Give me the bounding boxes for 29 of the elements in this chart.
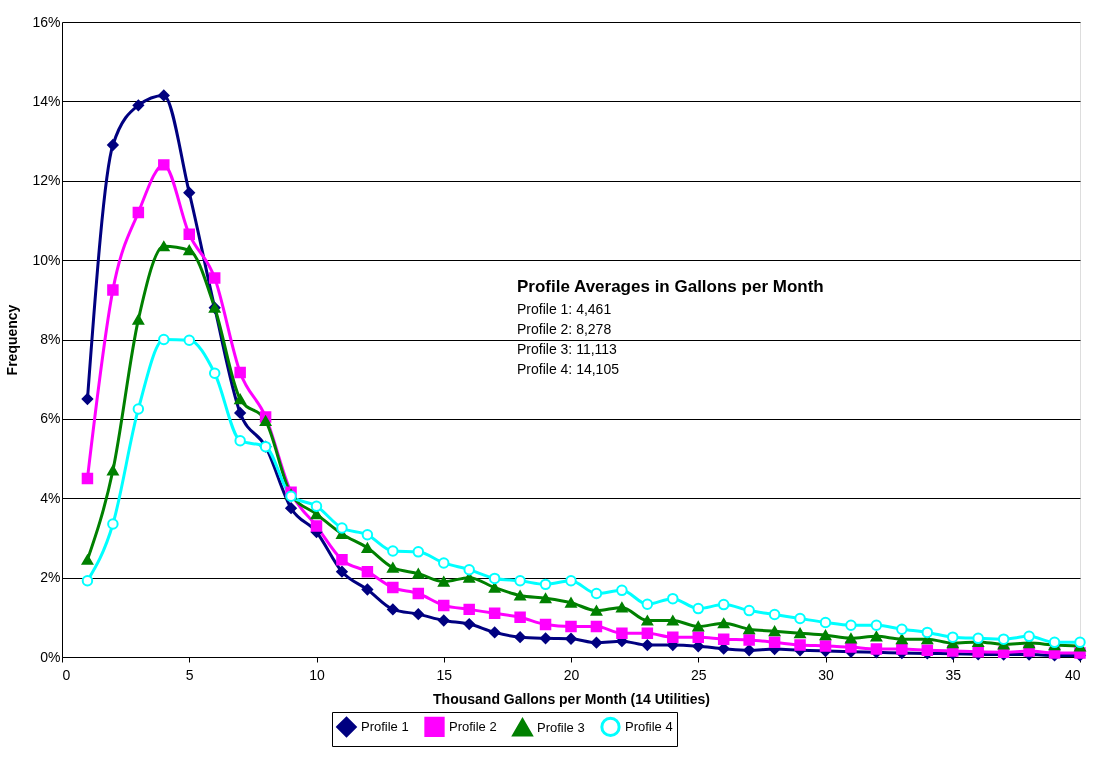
y-tick-label: 16% <box>32 13 61 30</box>
legend-label: Profile 4 <box>625 718 673 734</box>
x-tick-label: 25 <box>690 666 707 683</box>
legend-label: Profile 3 <box>537 719 585 735</box>
annotation: Profile 1: 4,461 <box>517 301 612 317</box>
y-tick-label: 4% <box>40 489 61 506</box>
y-tick-label: 10% <box>32 251 61 268</box>
y-tick-label: 6% <box>40 410 61 427</box>
y-tick-label: 0% <box>40 648 61 665</box>
x-tick-label: 10 <box>309 666 325 683</box>
x-tick-label: 0 <box>62 666 71 683</box>
y-tick-label: 12% <box>32 172 61 189</box>
annotation: Profile 2: 8,278 <box>517 321 612 337</box>
legend-label: Profile 1 <box>361 718 409 734</box>
annotation: Profile Averages in Gallons per Month <box>517 277 824 296</box>
x-tick-label: 35 <box>945 666 962 683</box>
x-tick-label: 40 <box>1064 666 1081 683</box>
y-tick-label: 2% <box>40 569 61 586</box>
y-axis-title: Frequency <box>4 304 21 376</box>
annotation: Profile 3: 11,113 <box>517 341 618 357</box>
y-tick-label: 8% <box>40 331 61 347</box>
x-tick-label: 5 <box>185 666 194 683</box>
legend-label: Profile 2 <box>449 718 497 734</box>
x-tick-label: 20 <box>563 666 580 683</box>
y-tick-label: 14% <box>32 92 61 109</box>
x-tick-label: 30 <box>818 666 834 683</box>
x-tick-label: 15 <box>436 666 453 683</box>
annotation: Profile 4: 14,105 <box>517 361 620 377</box>
x-axis-title: Thousand Gallons per Month (14 Utilities) <box>433 690 710 707</box>
